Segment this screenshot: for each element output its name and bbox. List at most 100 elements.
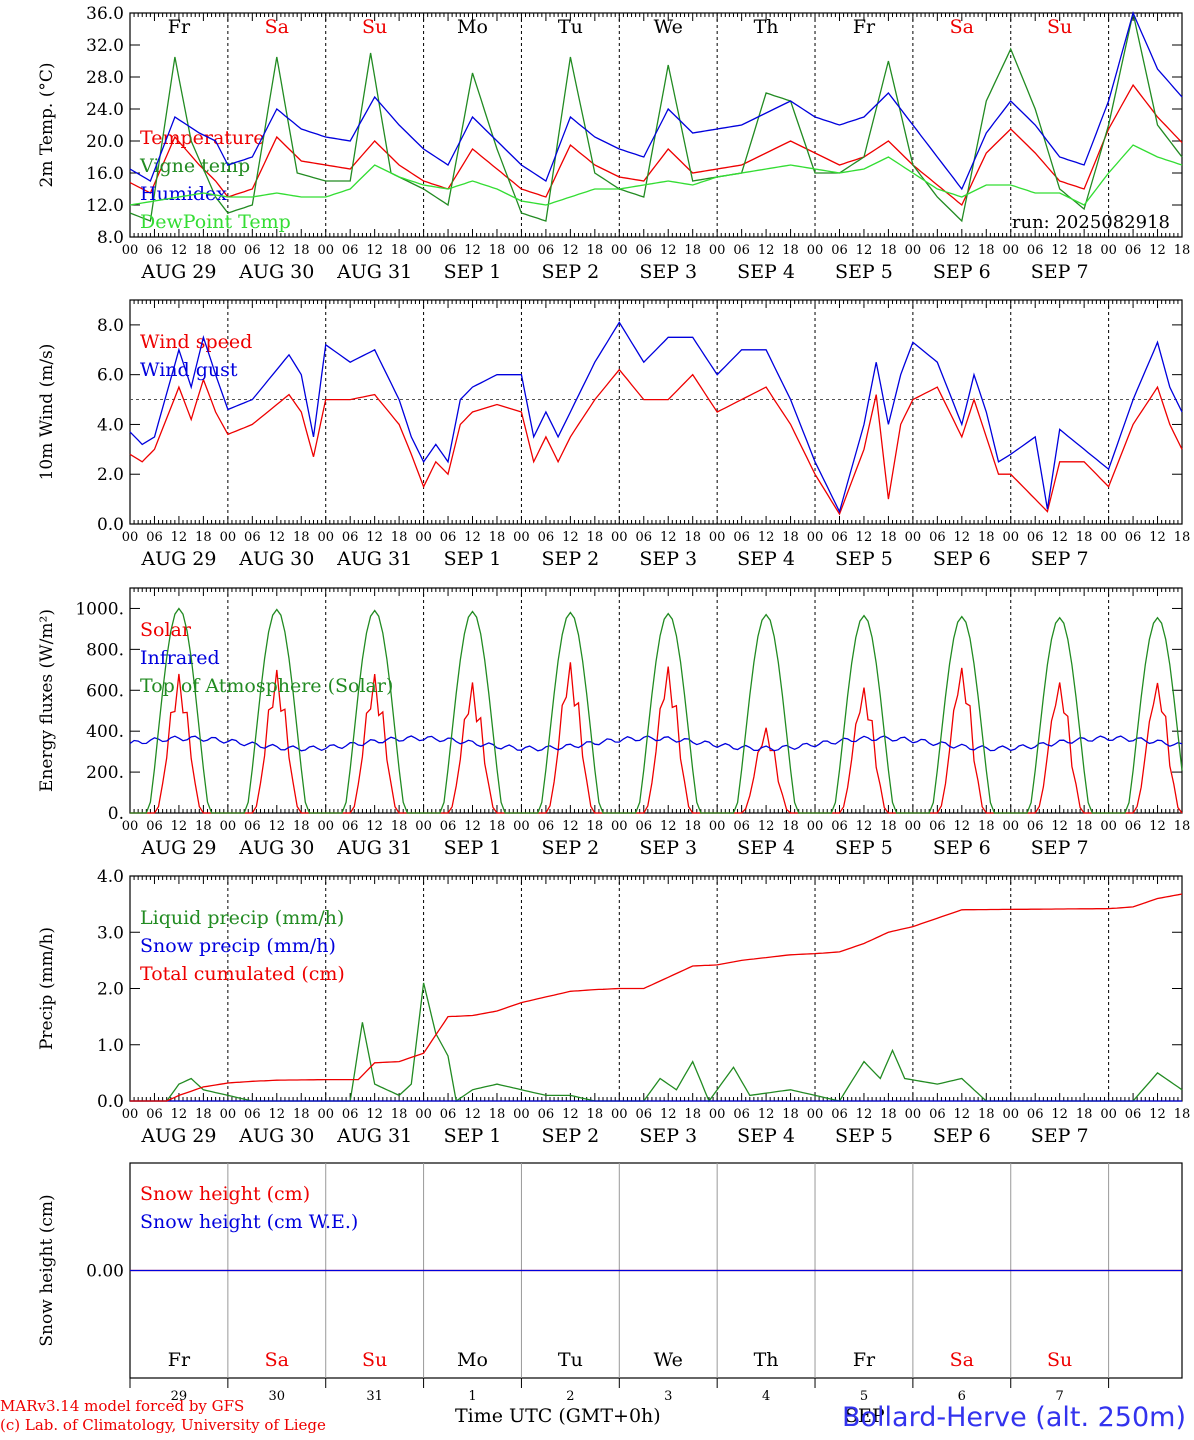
date-label: SEP 3 (639, 1125, 697, 1147)
hour-label: 06 (538, 530, 555, 545)
y-tick-label: 3.0 (97, 923, 124, 943)
weekday-label: Th (754, 16, 779, 38)
date-label: SEP 6 (933, 837, 991, 859)
hour-label: 18 (684, 530, 701, 545)
y-tick-label: 600. (86, 681, 124, 701)
hour-label: 06 (342, 530, 359, 545)
panel-frame (129, 299, 1183, 525)
hour-label: 06 (1027, 243, 1044, 258)
weekday-label: We (654, 1349, 683, 1371)
hour-label: 06 (733, 819, 750, 834)
legend-entry: Infrared (140, 647, 220, 669)
hour-label: 18 (489, 819, 506, 834)
date-label: SEP 5 (835, 548, 893, 570)
hour-label: 18 (1076, 819, 1093, 834)
hour-label: 06 (733, 243, 750, 258)
date-label: SEP 6 (933, 261, 991, 283)
hour-label: 18 (978, 1107, 995, 1122)
series-line (129, 735, 1183, 752)
hour-label: 00 (122, 819, 139, 834)
hour-label: 12 (464, 1107, 481, 1122)
series-line (129, 12, 1183, 223)
y-tick-label: 0.00 (86, 1262, 124, 1282)
hour-label: 12 (171, 819, 188, 834)
hour-label: 00 (1100, 530, 1117, 545)
day-number: 5 (860, 1389, 868, 1404)
hour-label: 06 (929, 530, 946, 545)
hour-label: 06 (440, 530, 457, 545)
hour-label: 00 (122, 243, 139, 258)
hour-label: 12 (562, 1107, 579, 1122)
hour-label: 18 (587, 243, 604, 258)
hour-label: 18 (880, 530, 897, 545)
hour-label: 06 (244, 530, 261, 545)
day-number: 31 (366, 1389, 383, 1404)
legend-entry: Wind speed (140, 331, 252, 353)
hour-label: 00 (611, 530, 628, 545)
hour-label: 12 (1051, 819, 1068, 834)
hour-label: 12 (1051, 530, 1068, 545)
hour-label: 06 (1125, 1107, 1142, 1122)
station-title: Bollard-Herve (alt. 250m) (842, 1402, 1186, 1433)
date-label: AUG 30 (238, 548, 314, 570)
hour-label: 00 (1002, 1107, 1019, 1122)
hour-label: 12 (660, 530, 677, 545)
y-tick-label: 4.0 (97, 867, 124, 887)
hour-label: 00 (317, 530, 334, 545)
date-label: AUG 29 (140, 837, 216, 859)
hour-label: 00 (317, 819, 334, 834)
y-tick-label: 2.0 (97, 980, 124, 1000)
hour-label: 00 (415, 819, 432, 834)
hour-label: 06 (1027, 530, 1044, 545)
y-tick-label: 0.0 (97, 515, 124, 535)
hour-label: 12 (954, 1107, 971, 1122)
legend-entry: Snow precip (mm/h) (140, 935, 336, 957)
hour-label: 18 (391, 243, 408, 258)
hour-label: 06 (1125, 243, 1142, 258)
footer-credits: MARv3.14 model forced by GFS (c) Lab. of… (0, 1397, 420, 1435)
hour-label: 06 (635, 819, 652, 834)
hour-label: 12 (856, 1107, 873, 1122)
hour-label: 12 (758, 1107, 775, 1122)
hour-label: 06 (929, 1107, 946, 1122)
hour-label: 06 (146, 819, 163, 834)
y-tick-label: 800. (86, 640, 124, 660)
hour-label: 12 (562, 243, 579, 258)
y-axis-title: Snow height (cm) (37, 1194, 57, 1346)
date-label: SEP 4 (737, 837, 795, 859)
date-label: SEP 7 (1031, 1125, 1089, 1147)
hour-label: 18 (1174, 819, 1191, 834)
hour-label: 18 (1174, 1107, 1191, 1122)
hour-label: 06 (538, 243, 555, 258)
hour-label: 18 (978, 819, 995, 834)
hour-label: 18 (782, 530, 799, 545)
hour-label: 00 (415, 1107, 432, 1122)
hour-label: 18 (880, 819, 897, 834)
y-axis-title: Energy fluxes (W/m²) (37, 609, 57, 792)
hour-label: 12 (464, 530, 481, 545)
hour-label: 18 (195, 819, 212, 834)
weekday-label: Fr (168, 1349, 191, 1371)
hour-label: 00 (1002, 243, 1019, 258)
hour-label: 06 (635, 530, 652, 545)
day-number: 7 (1056, 1389, 1064, 1404)
hour-label: 12 (1149, 1107, 1166, 1122)
weekday-label: Mo (457, 1349, 488, 1371)
hour-label: 18 (978, 530, 995, 545)
weekday-label: Fr (853, 1349, 876, 1371)
y-axis-title: 10m Wind (m/s) (37, 344, 57, 481)
date-label: AUG 29 (140, 1125, 216, 1147)
hour-label: 12 (464, 243, 481, 258)
hour-label: 00 (122, 530, 139, 545)
hour-label: 06 (635, 243, 652, 258)
hour-label: 18 (293, 819, 310, 834)
hour-label: 00 (709, 243, 726, 258)
hour-label: 18 (880, 243, 897, 258)
hour-label: 06 (440, 1107, 457, 1122)
legend-entry: Total cumulated (cm) (140, 963, 345, 985)
date-label: SEP 3 (639, 548, 697, 570)
hour-label: 00 (905, 530, 922, 545)
date-label: SEP 3 (639, 837, 697, 859)
weekday-label: Tu (558, 1349, 583, 1371)
hour-label: 00 (415, 530, 432, 545)
